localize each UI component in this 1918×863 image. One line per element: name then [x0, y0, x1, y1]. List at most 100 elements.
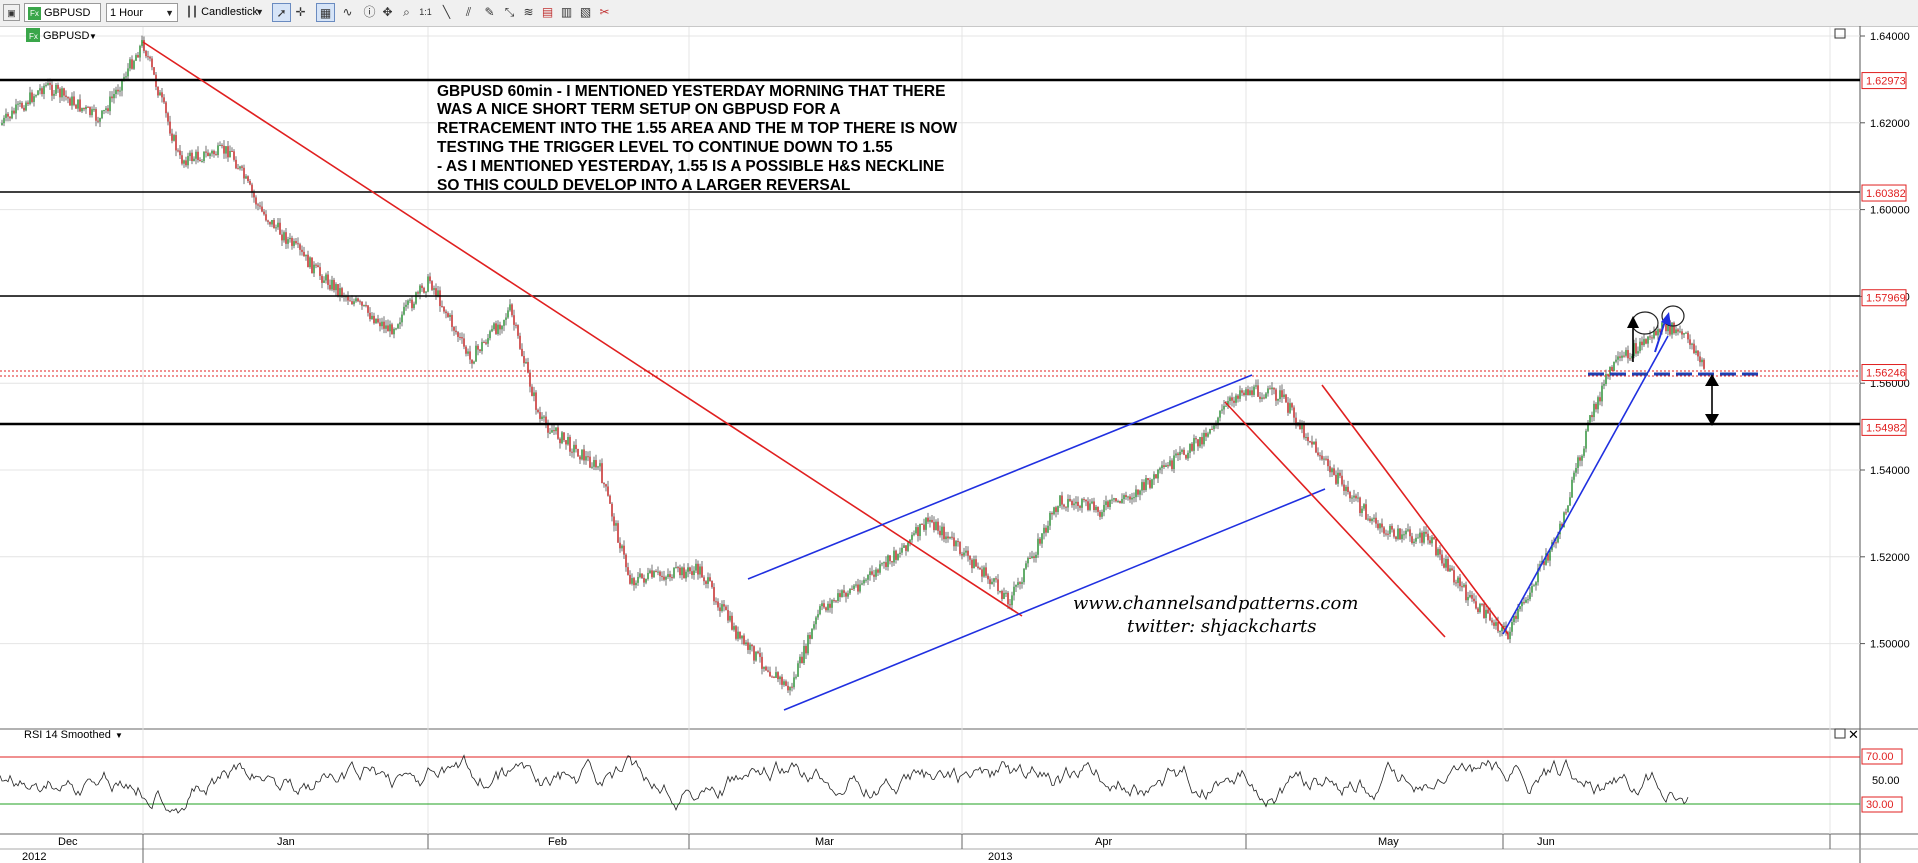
candle-body: [373, 315, 375, 324]
candle-body: [327, 274, 329, 285]
candle-body: [491, 329, 493, 332]
candle-body: [1323, 458, 1325, 460]
candle-body: [707, 577, 709, 584]
candle-body: [461, 337, 463, 339]
candle-body: [1293, 407, 1295, 418]
watermark-twitter: twitter: shjackcharts: [1127, 616, 1317, 637]
candle-body: [1041, 533, 1043, 544]
candle-body: [247, 176, 249, 182]
candle-body: [1143, 482, 1145, 491]
double-arrow-bottom-icon: [1705, 414, 1719, 426]
candle-body: [115, 89, 117, 95]
brush-icon[interactable]: ✎: [484, 5, 495, 19]
candle-body: [439, 290, 441, 307]
candle-body: [717, 601, 719, 608]
candle-body: [1191, 443, 1193, 451]
candle-body: [149, 56, 151, 59]
candle-body: [55, 84, 57, 94]
candle-body: [1683, 333, 1685, 335]
alert-icon[interactable]: ▤: [541, 5, 554, 19]
grid-icon[interactable]: ▦: [316, 3, 335, 22]
interval-select[interactable]: 1 Hour ▼: [106, 3, 178, 22]
candle-body: [965, 550, 967, 553]
candle-body: [697, 563, 699, 575]
candle-body: [1455, 582, 1457, 584]
watermark-site: www.channelsandpatterns.com: [1073, 593, 1358, 614]
candle-body: [1003, 592, 1005, 599]
candle-body: [151, 58, 153, 68]
candle-body: [161, 92, 163, 98]
level-tag: 1.56246: [1866, 368, 1906, 380]
candle-body: [153, 67, 155, 75]
chart-style-select[interactable]: ┃┃ Candlestick ▼: [183, 3, 267, 22]
candle-body: [229, 150, 231, 158]
candle-body: [375, 318, 377, 324]
candle-body: [1271, 387, 1273, 390]
candle-body: [1487, 609, 1489, 614]
maximize-rsi-icon[interactable]: [1834, 728, 1846, 739]
candle-body: [1573, 472, 1575, 480]
studies-icon[interactable]: ∿: [342, 5, 353, 19]
candle-body: [829, 603, 831, 608]
candle-body: [1259, 396, 1261, 399]
menu-button[interactable]: ▣: [3, 4, 20, 21]
delete-drawings-icon[interactable]: ✂: [599, 5, 610, 19]
properties-icon[interactable]: ▧: [579, 5, 592, 19]
channel-icon[interactable]: ⫽: [465, 5, 472, 19]
candle-body: [1031, 556, 1033, 559]
candle-body: [847, 593, 849, 597]
chart-area[interactable]: GBPUSD 60min - I MENTIONED YESTERDAY MOR…: [0, 26, 1918, 863]
candle-body: [1535, 582, 1537, 586]
candle-body: [689, 567, 691, 572]
symbol-input[interactable]: Fx GBPUSD: [24, 3, 101, 22]
candle-body: [1403, 534, 1405, 536]
candle-body: [311, 257, 313, 274]
candle-body: [999, 590, 1001, 592]
candle-body: [1457, 577, 1459, 583]
candle-body: [437, 290, 439, 296]
candle-body: [709, 577, 711, 582]
candle-body: [873, 574, 875, 577]
pan-icon[interactable]: ✥: [382, 5, 393, 19]
pointer-tool-icon[interactable]: ➚: [272, 3, 291, 22]
template-icon[interactable]: ▥: [560, 5, 573, 19]
candle-body: [17, 103, 19, 105]
candle-body: [315, 264, 317, 266]
candle-body: [927, 517, 929, 522]
candle-body: [11, 110, 13, 119]
candle-body: [611, 503, 613, 517]
candle-body: [1449, 568, 1451, 572]
zoom-icon[interactable]: ⌕: [403, 5, 410, 19]
candle-body: [1615, 359, 1617, 362]
level-tag-box: [1861, 289, 1907, 307]
candle-body: [307, 254, 309, 268]
candle-body: [909, 539, 911, 543]
candle-body: [751, 644, 753, 647]
crosshair-icon[interactable]: ✛: [295, 5, 306, 19]
level-tag: 1.54982: [1866, 422, 1906, 434]
fibonacci-icon[interactable]: ≋: [523, 5, 534, 19]
maximize-pane-icon[interactable]: [1834, 28, 1846, 39]
instrument-label[interactable]: Fx GBPUSD ▼: [26, 28, 97, 42]
rsi-pane: RSI 14 Smoothed ▼ ✕ 50.00 70.00 30.00: [0, 727, 1903, 814]
candle-body: [333, 279, 335, 291]
candle-body: [1167, 465, 1169, 467]
candle-body: [893, 550, 895, 563]
candle-body: [209, 153, 211, 156]
info-icon[interactable]: ⓘ: [363, 5, 376, 19]
trendline-icon[interactable]: ╲: [442, 5, 451, 19]
close-rsi-icon[interactable]: ✕: [1848, 727, 1859, 742]
candle-body: [133, 60, 135, 69]
candle-body: [1603, 383, 1605, 386]
price-pane: [0, 27, 1860, 729]
candle-body: [423, 287, 425, 293]
candle-body: [431, 281, 433, 290]
candle-body: [147, 56, 149, 58]
candle-body: [485, 342, 487, 344]
candle-body: [661, 575, 663, 577]
measure-icon[interactable]: ⤡: [504, 5, 515, 19]
ratio-button[interactable]: 1:1: [419, 7, 432, 17]
candle-body: [199, 159, 201, 162]
candle-body: [1483, 604, 1485, 619]
candle-body: [637, 576, 639, 583]
